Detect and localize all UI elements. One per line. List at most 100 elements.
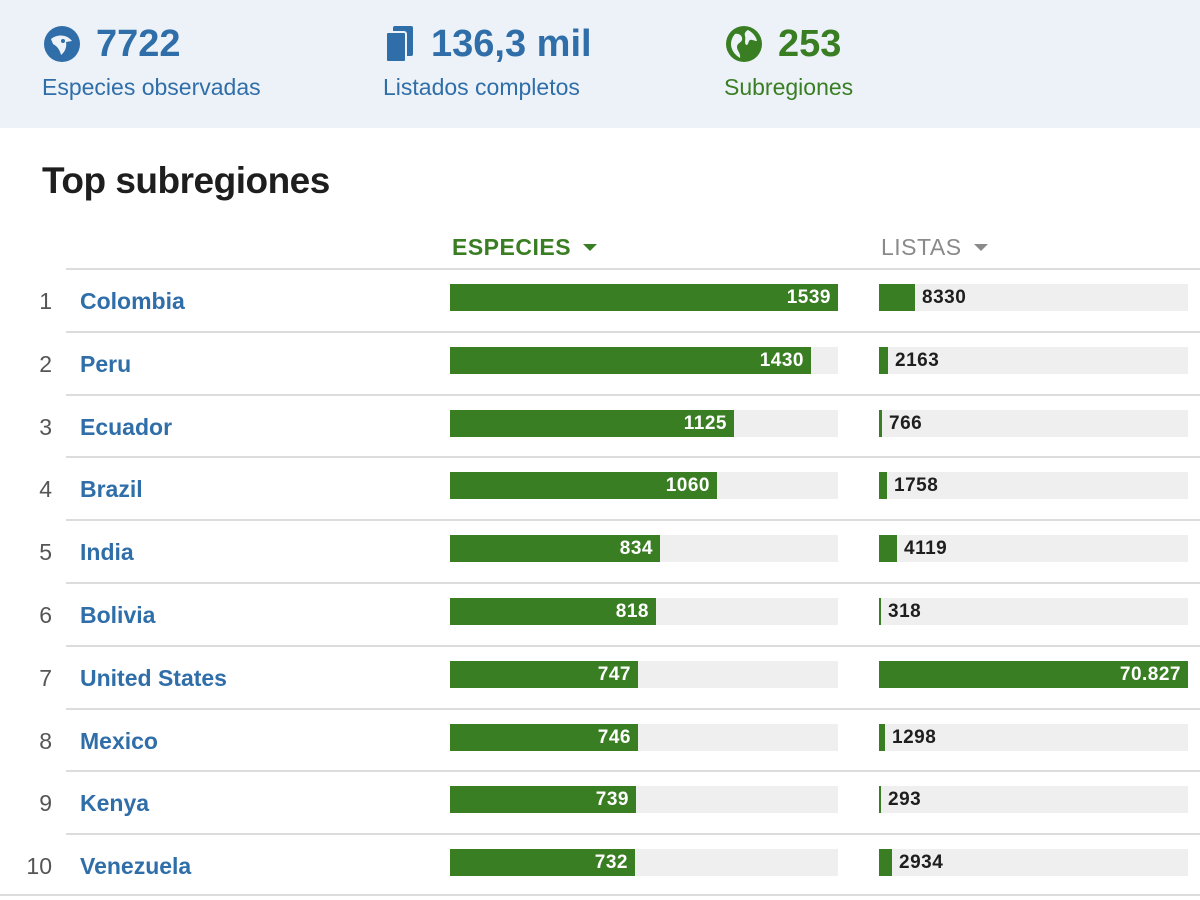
species-value: 732 [594,852,628,874]
stat-value: 7722 [96,23,181,65]
lists-track: 2934 [879,849,1188,877]
species-value: 818 [615,600,649,622]
row-rank: 1 [39,288,52,314]
stat-value: 136,3 mil [431,23,592,65]
table-row: 6 Bolivia 818 318 [0,581,1200,645]
species-value: 747 [597,663,631,685]
lists-bar [879,786,881,814]
row-rank: 5 [39,539,52,566]
checklist-icon [383,24,417,64]
subregion-link[interactable]: Bolivia [80,601,156,628]
stat-value: 253 [778,23,842,65]
sort-caret-icon [973,243,988,251]
species-track: 1539 [450,284,838,311]
lists-value: 2163 [895,349,940,371]
lists-value: 293 [888,789,922,811]
subregion-link[interactable]: Ecuador [80,413,173,440]
lists-track: 1298 [879,723,1188,751]
lists-bar [879,723,885,751]
species-value: 1060 [665,475,710,497]
species-value: 1430 [759,349,804,371]
lists-bar [879,472,887,500]
row-rank: 8 [39,727,52,754]
subregion-table: 1 Colombia 1539 8330 2 Peru 1430 2163 3 Ecuador 11… [0,268,1200,896]
table-row: 10 Venezuela 732 2934 [0,833,1200,896]
table-row: 3 Ecuador 1125 766 [0,393,1200,457]
species-bar [450,346,811,374]
row-rank: 2 [39,350,52,377]
stat-label: Listados completos [383,74,580,100]
lists-value: 766 [889,412,923,434]
species-track: 739 [450,786,838,814]
table-row: 4 Brazil 1060 1758 [0,456,1200,519]
lists-bar [879,660,1188,688]
species-bar [450,849,635,877]
species-track: 818 [450,597,838,625]
stat-subregions[interactable]: 253 Subregiones [724,20,853,102]
row-rank: 7 [39,664,52,691]
subregion-link[interactable]: Mexico [80,727,158,754]
row-rank: 3 [39,413,52,440]
sort-by-lists-header[interactable]: LISTAS [881,230,988,264]
lists-value: 318 [888,600,922,622]
lists-track: 293 [879,786,1188,814]
table-row: 7 United States 747 70.827 [0,644,1200,708]
lists-bar [879,535,897,563]
lists-track: 4119 [879,535,1188,563]
lists-bar [879,346,888,374]
subregion-link[interactable]: Colombia [80,288,185,314]
species-track: 834 [450,535,838,563]
column-label: ESPECIES [452,233,572,260]
row-rank: 6 [39,601,52,628]
species-track: 1060 [450,472,838,500]
lists-track: 8330 [879,284,1188,311]
lists-track: 766 [879,409,1188,437]
globe-icon [724,24,764,64]
row-rank: 4 [39,476,52,503]
species-bar [450,660,638,688]
lists-value: 1298 [892,726,937,748]
lists-value: 4119 [904,538,948,560]
species-bar [450,284,838,311]
subregion-link[interactable]: United States [80,664,227,691]
subregion-link[interactable]: India [80,539,134,566]
table-row: 1 Colombia 1539 8330 [0,268,1200,331]
species-bar [450,535,660,563]
table-row: 2 Peru 1430 2163 [0,330,1200,394]
species-bar [450,472,717,500]
lists-bar [879,284,915,311]
lists-track: 318 [879,597,1188,625]
stat-complete-checklists[interactable]: 136,3 mil Listados completos [383,20,592,102]
species-value: 834 [619,538,653,560]
lists-bar [879,409,882,437]
lists-track: 1758 [879,472,1188,500]
species-bar [450,597,656,625]
species-track: 746 [450,723,838,751]
species-track: 732 [450,849,838,877]
species-value: 1125 [683,412,727,434]
subregion-link[interactable]: Peru [80,350,132,377]
lists-track: 70.827 [879,660,1188,688]
species-track: 1125 [450,409,838,437]
lists-track: 2163 [879,346,1188,374]
lists-value: 2934 [899,852,944,874]
subregion-link[interactable]: Kenya [80,790,150,817]
stat-label: Especies observadas [42,74,261,100]
sort-by-species-header[interactable]: ESPECIES [452,230,598,264]
column-label: LISTAS [881,233,962,260]
lists-bar [879,849,892,877]
species-bar [450,786,636,814]
species-track: 747 [450,660,838,688]
row-rank: 10 [26,853,52,880]
lists-bar [879,597,881,625]
stats-summary-bar: 7722 Especies observadas 136,3 mil Lista… [0,0,1200,128]
table-row: 9 Kenya 739 293 [0,770,1200,833]
stat-label: Subregiones [724,74,854,100]
species-value: 746 [597,726,631,748]
section-title: Top subregiones [42,160,330,201]
subregion-link[interactable]: Venezuela [80,853,192,880]
stat-species-observed[interactable]: 7722 Especies observadas [42,20,261,102]
subregion-link[interactable]: Brazil [80,476,143,503]
species-value: 739 [595,789,629,811]
species-track: 1430 [450,346,838,374]
